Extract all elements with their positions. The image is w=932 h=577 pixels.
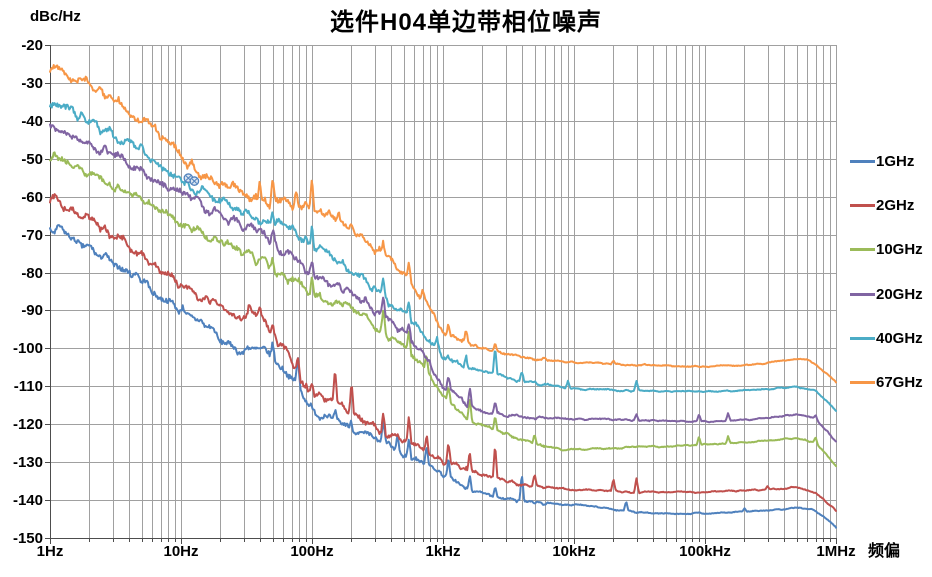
legend-item-67GHz: 67GHz <box>850 373 923 391</box>
gridlines <box>50 45 837 538</box>
y-tick-label: -40 <box>21 112 43 130</box>
series-20GHz <box>49 123 837 443</box>
legend-swatch <box>850 292 875 296</box>
axes <box>45 45 837 544</box>
legend-item-20GHz: 20GHz <box>850 285 923 303</box>
legend-label: 20GHz <box>876 285 923 303</box>
legend-item-10GHz: 10GHz <box>850 240 923 258</box>
legend-label: 10GHz <box>876 240 923 258</box>
legend-swatch <box>850 159 875 163</box>
y-tick-label: -150 <box>12 530 43 547</box>
legend-label: 2GHz <box>876 196 915 214</box>
chart-title: 选件H04单边带相位噪声 <box>329 9 603 36</box>
y-tick-label: -80 <box>21 264 43 282</box>
x-tick-label: 100Hz <box>290 543 334 560</box>
legend-label: 67GHz <box>876 373 923 391</box>
y-tick-label: -60 <box>21 188 43 206</box>
x-tick-label: 1kHz <box>425 543 461 560</box>
y-tick-label: -90 <box>21 302 43 320</box>
legend-item-40GHz: 40GHz <box>850 329 923 347</box>
series-1GHz <box>49 224 837 529</box>
x-tick-label: 1Hz <box>36 543 64 560</box>
y-tick-label: -120 <box>12 416 43 434</box>
legend-swatch <box>850 336 875 340</box>
x-tick-label: 1MHz <box>816 543 856 560</box>
y-axis-unit-label: dBc/Hz <box>30 8 81 25</box>
series-2GHz <box>49 193 837 512</box>
legend-swatch <box>850 380 875 384</box>
legend-label: 40GHz <box>876 329 923 347</box>
y-tick-label: -130 <box>12 454 43 472</box>
legend-item-2GHz: 2GHz <box>850 196 914 214</box>
y-tick-label: -70 <box>21 226 43 244</box>
y-tick-label: -30 <box>21 74 43 92</box>
y-tick-label: -50 <box>21 150 43 168</box>
x-tick-label: 10kHz <box>552 543 596 560</box>
series-67GHz <box>49 64 837 384</box>
y-tick-label: -140 <box>12 492 43 510</box>
series-40GHz <box>49 102 837 412</box>
series-10GHz <box>49 151 837 468</box>
x-tick-label: 100kHz <box>679 543 731 560</box>
x-tick-label: 10Hz <box>163 543 199 560</box>
y-tick-label: -100 <box>12 340 43 358</box>
legend-swatch <box>850 203 875 207</box>
x-axis-label: 频偏 <box>868 543 901 560</box>
legend-swatch <box>850 247 875 251</box>
y-tick-label: -20 <box>21 37 43 54</box>
y-tick-label: -110 <box>13 378 43 396</box>
marker-annotation <box>183 173 200 186</box>
legend-label: 1GHz <box>876 152 915 170</box>
legend-item-1GHz: 1GHz <box>850 152 914 170</box>
